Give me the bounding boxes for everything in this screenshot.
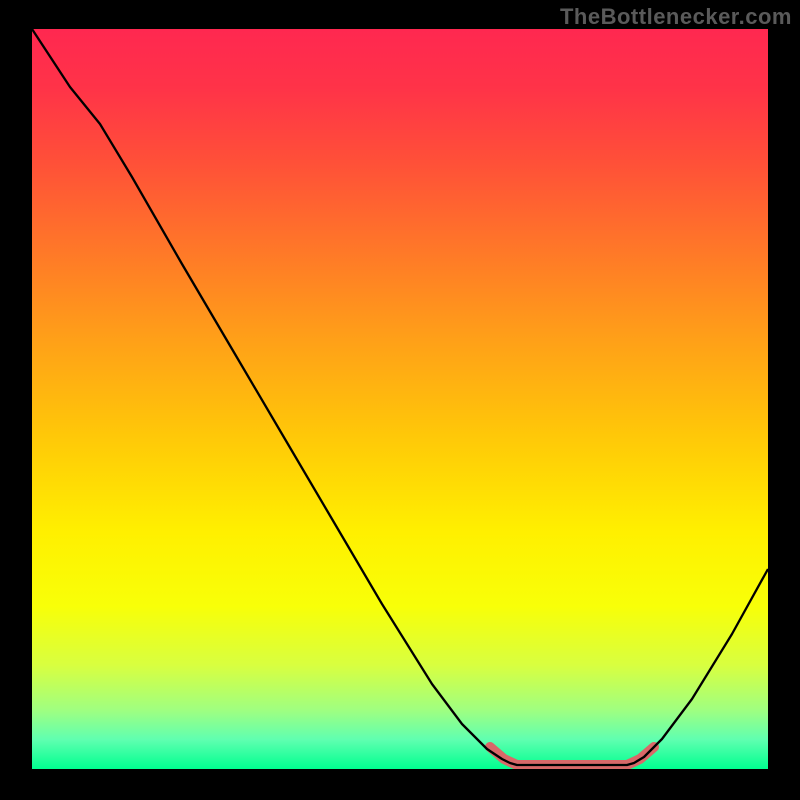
curve-overlay xyxy=(32,29,768,769)
highlight-path xyxy=(490,747,654,765)
watermark-text: TheBottlenecker.com xyxy=(560,4,792,30)
bottleneck-chart xyxy=(32,29,768,769)
main-curve-path xyxy=(32,29,768,765)
